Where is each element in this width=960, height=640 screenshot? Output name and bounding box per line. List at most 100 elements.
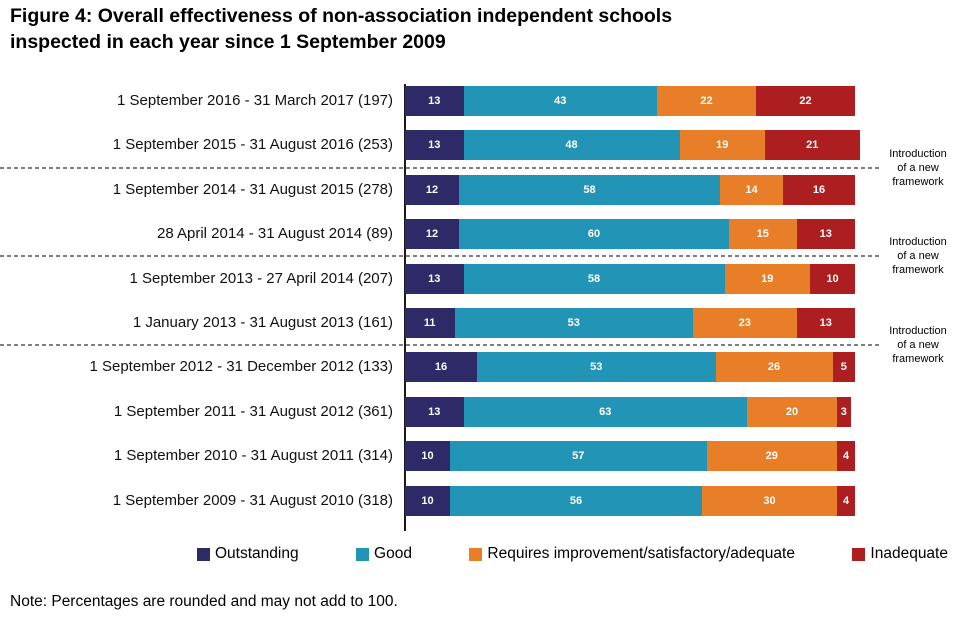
category-label: 1 September 2009 - 31 August 2010 (318) <box>112 491 393 509</box>
category-label: 1 September 2013 - 27 April 2014 (207) <box>129 269 393 287</box>
bar-segment-requires-improvement: 20 <box>747 396 837 427</box>
legend-marker-requires-improvement <box>469 547 483 561</box>
segment-value: 30 <box>763 494 776 507</box>
chart-row: 1 September 2015 - 31 August 2016 (253) 1… <box>0 130 960 161</box>
category-label: 1 September 2016 - 31 March 2017 (197) <box>117 92 393 109</box>
framework-annotation: Introduction of a new framework <box>878 147 958 189</box>
segment-value: 53 <box>590 361 603 374</box>
bar-segment-good: 53 <box>477 352 716 383</box>
bar-segment-good: 43 <box>463 86 657 116</box>
bar-segment-requires-improvement: 19 <box>724 263 810 294</box>
bar-segment-requires-improvement: 23 <box>693 308 797 338</box>
bar-segment-inadequate: 4 <box>837 485 855 516</box>
framework-annotation: Introduction of a new framework <box>878 324 958 366</box>
legend-marker-good <box>356 547 370 561</box>
legend-marker-inadequate <box>852 547 866 561</box>
segment-value: 23 <box>738 317 751 329</box>
bar-segment-inadequate: 13 <box>796 219 855 250</box>
segment-value: 11 <box>423 317 436 329</box>
category-label: 1 September 2011 - 31 August 2012 (361) <box>113 402 393 420</box>
segment-value: 48 <box>565 139 578 152</box>
stacked-bar: 13 43 22 22 <box>405 86 855 116</box>
bar-segment-outstanding: 13 <box>405 130 464 161</box>
legend-item-good: Good <box>356 545 412 563</box>
stacked-bar: 13 48 19 21 <box>405 130 860 161</box>
bar-segment-good: 63 <box>463 396 747 427</box>
segment-value: 20 <box>785 405 799 418</box>
segment-value: 19 <box>716 139 729 152</box>
bar-segment-inadequate: 3 <box>837 396 851 427</box>
segment-value: 16 <box>434 361 448 374</box>
segment-value: 21 <box>806 139 819 152</box>
bar-segment-good: 60 <box>459 219 729 250</box>
segment-value: 53 <box>567 317 580 329</box>
chart-row: 1 September 2016 - 31 March 2017 (197) 13… <box>0 86 960 116</box>
segment-value: 13 <box>428 95 441 107</box>
legend-label: Inadequate <box>870 545 948 562</box>
segment-value: 19 <box>761 272 774 285</box>
footnote: Note: Percentages are rounded and may no… <box>10 593 398 610</box>
legend-item-inadequate: Inadequate <box>852 545 948 563</box>
segment-value: 4 <box>842 450 850 463</box>
stacked-bar: 16 53 26 5 <box>405 352 855 383</box>
segment-value: 13 <box>428 139 441 152</box>
figure-title-line2: inspected in each year since 1 September… <box>10 30 446 53</box>
segment-value: 22 <box>799 95 812 107</box>
chart-row: 1 September 2011 - 31 August 2012 (361) 1… <box>0 396 960 427</box>
legend-label: Outstanding <box>215 545 299 562</box>
segment-value: 4 <box>842 494 850 507</box>
framework-annotation-line: Introduction <box>889 236 947 249</box>
bar-segment-outstanding: 10 <box>405 485 450 516</box>
stacked-bar: 12 58 14 16 <box>405 174 855 205</box>
segment-value: 15 <box>756 228 769 241</box>
stacked-bar: 10 57 29 4 <box>405 441 855 472</box>
bar-segment-outstanding: 11 <box>405 308 455 338</box>
segment-value: 60 <box>587 228 601 241</box>
segment-value: 13 <box>819 228 832 241</box>
bar-segment-outstanding: 12 <box>405 219 459 250</box>
bar-segment-requires-improvement: 19 <box>679 130 765 161</box>
chart-row: 1 September 2013 - 27 April 2014 (207) 13… <box>0 263 960 294</box>
segment-value: 43 <box>554 95 567 107</box>
bar-segment-inadequate: 21 <box>765 130 860 161</box>
chart-row: 1 September 2014 - 31 August 2015 (278) 1… <box>0 174 960 205</box>
bar-segment-good: 57 <box>450 441 707 472</box>
bar-segment-good: 53 <box>454 308 693 338</box>
segment-value: 29 <box>765 450 778 463</box>
framework-annotation-line: of a new <box>897 250 939 263</box>
stacked-bar: 13 63 20 3 <box>405 396 851 427</box>
framework-annotation-line: Introduction <box>889 147 947 160</box>
bar-segment-inadequate: 5 <box>832 352 855 383</box>
chart-row: 1 September 2009 - 31 August 2010 (318) 1… <box>0 485 960 516</box>
segment-value: 12 <box>425 183 439 196</box>
category-label: 1 September 2010 - 31 August 2011 (314) <box>113 447 393 465</box>
figure-title-line1: Figure 4: Overall effectiveness of non-a… <box>10 5 673 27</box>
framework-annotation-line: of a new <box>897 339 939 352</box>
bar-segment-requires-improvement: 30 <box>702 485 837 516</box>
bar-segment-outstanding: 13 <box>405 263 464 294</box>
framework-annotation-line: framework <box>892 353 944 366</box>
segment-value: 58 <box>583 183 596 196</box>
chart-row: 1 September 2012 - 31 December 2012 (133… <box>0 352 960 383</box>
category-label: 28 April 2014 - 31 August 2014 (89) <box>156 225 393 243</box>
legend-marker-outstanding <box>197 547 210 561</box>
chart-row: 1 January 2013 - 31 August 2013 (161) 11 5… <box>0 308 960 338</box>
segment-value: 13 <box>428 405 441 418</box>
bar-segment-good: 56 <box>450 485 702 516</box>
framework-annotation: Introduction of a new framework <box>878 235 958 277</box>
segment-value: 56 <box>569 494 583 507</box>
segment-value: 10 <box>421 450 434 463</box>
segment-value: 3 <box>840 405 847 418</box>
segment-value: 5 <box>840 361 847 374</box>
bar-segment-outstanding: 13 <box>405 86 464 116</box>
category-label: 1 September 2015 - 31 August 2016 (253) <box>112 136 393 154</box>
segment-value: 10 <box>826 272 839 285</box>
category-label: 1 September 2012 - 31 December 2012 (133… <box>89 358 393 376</box>
bar-segment-inadequate: 13 <box>796 308 855 338</box>
segment-value: 63 <box>599 405 612 418</box>
framework-separator-line <box>0 255 881 258</box>
segment-value: 16 <box>812 183 826 196</box>
segment-value: 12 <box>425 228 439 241</box>
stacked-bar: 12 60 15 13 <box>405 219 855 250</box>
segment-value: 57 <box>572 450 585 463</box>
